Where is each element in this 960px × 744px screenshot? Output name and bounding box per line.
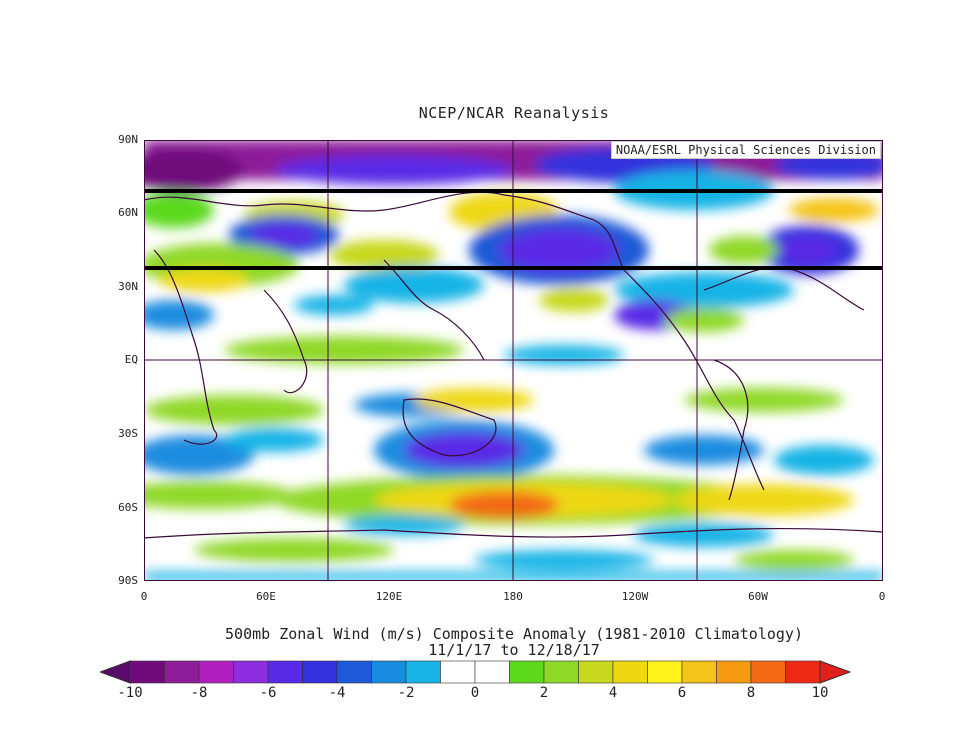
colorbar-swatch — [509, 660, 545, 684]
lat-label-60s: 60S — [118, 501, 138, 514]
colorbar-swatch — [129, 660, 165, 684]
colorbar-swatch — [578, 660, 614, 684]
colorbar-tick-label: 10 — [811, 685, 829, 701]
colorbar-tick-label: 6 — [677, 685, 687, 701]
colorbar-swatch — [405, 660, 441, 684]
colorbar-swatch — [716, 660, 752, 684]
lon-label-60w: 60W — [748, 590, 768, 603]
colorbar-swatch — [198, 660, 234, 684]
lat-label-90n: 90N — [118, 133, 138, 146]
colorbar-swatch — [233, 660, 269, 684]
colorbar-swatch — [302, 660, 338, 684]
lat-label-60n: 60N — [118, 206, 138, 219]
wind-anomaly-map: NOAA/ESRL Physical Sciences Division — [144, 140, 883, 581]
lon-label-120e: 120E — [375, 590, 403, 603]
colorbar-swatch — [267, 660, 303, 684]
colorbar-tick-label: 4 — [608, 685, 618, 701]
lat-label-30n: 30N — [118, 280, 138, 293]
lon-label-60e: 60E — [256, 590, 276, 603]
colorbar-end-right — [819, 660, 852, 684]
coastlines — [144, 191, 883, 539]
colorbar-swatch — [543, 660, 579, 684]
lat-label-90s: 90S — [118, 574, 138, 587]
map-title: NCEP/NCAR Reanalysis — [418, 104, 610, 122]
colorbar-swatch — [336, 660, 372, 684]
colorbar-tick-label: -10 — [117, 685, 143, 701]
colorbar-swatch — [371, 660, 407, 684]
colorbar-tick-label: 0 — [470, 685, 480, 701]
lon-label-0: 0 — [140, 590, 148, 603]
caption-line-1: 500mb Zonal Wind (m/s) Composite Anomaly… — [225, 625, 803, 643]
map-canvas — [144, 140, 883, 581]
colorbar-tick-label: -6 — [259, 685, 277, 701]
lat-label-30s: 30S — [118, 427, 138, 440]
colorbar-tick-label: -2 — [397, 685, 415, 701]
colorbar-end-left — [100, 660, 131, 684]
colorbar-swatch — [750, 660, 786, 684]
lon-label-120w: 120W — [621, 590, 649, 603]
colorbar-tick-label: 2 — [539, 685, 549, 701]
colorbar-tick-label: 8 — [746, 685, 756, 701]
colorbar — [100, 660, 852, 684]
lon-label-180: 180 — [503, 590, 523, 603]
map-border — [144, 140, 883, 581]
caption-line-2: 11/1/17 to 12/18/17 — [428, 641, 600, 659]
colorbar-swatch — [785, 660, 821, 684]
credit-label: NOAA/ESRL Physical Sciences Division — [610, 141, 881, 159]
colorbar-swatch — [164, 660, 200, 684]
colorbar-tick-label: -4 — [328, 685, 346, 701]
colorbar-swatch — [440, 660, 476, 684]
colorbar-swatch — [612, 660, 648, 684]
lat-label-eq: EQ — [124, 353, 138, 366]
colorbar-swatch — [681, 660, 717, 684]
colorbar-tick-label: -8 — [190, 685, 208, 701]
colorbar-swatch — [474, 660, 510, 684]
lon-label-0-end: 0 — [878, 590, 886, 603]
colorbar-swatch — [647, 660, 683, 684]
